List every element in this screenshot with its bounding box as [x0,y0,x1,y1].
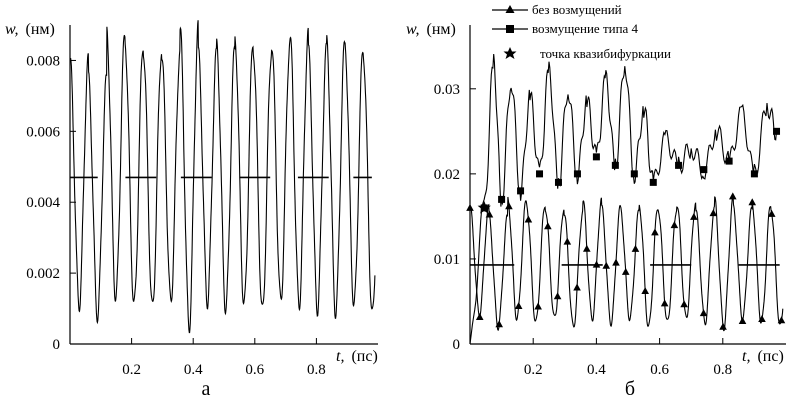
chart-b-quasi-bifurcation-star [477,200,491,214]
chart-b-triangle-marker [475,312,484,320]
chart-b-square-marker [725,157,733,165]
chart-b-square-marker [498,195,506,203]
chart-b-triangle-marker [758,315,766,323]
chart-b-triangle-marker [602,261,611,269]
chart-b-triangle-marker [777,316,786,324]
chart-b-triangle-marker [641,287,649,295]
chart-b-triangle-marker [582,244,591,252]
legend-label-1: без возмущений [532,2,622,17]
chart-b-triangle-marker [709,209,718,217]
chart-a-ylabel-unit: (нм) [25,21,54,38]
chart-b-x-tick-label: 0.4 [587,362,606,378]
chart-b-triangle-marker [573,283,581,291]
chart-b-triangle-marker [563,237,572,245]
chart-b-y-tick-label: 0.01 [434,252,460,268]
chart-a-y-tick-label: 0.004 [26,195,60,211]
chart-a-ylabel-var: w, [5,21,18,38]
chart-b-square-marker [649,178,657,186]
chart-b-triangle-marker [621,267,630,275]
chart-b-triangle-marker [651,228,659,236]
chart-a-x-tick-label: 0.2 [122,362,141,378]
chart-b-square-marker [536,170,544,178]
chart-b-xlabel-var: t, [742,348,750,365]
chart-b-triangle-marker [767,209,776,217]
chart-b-y-tick-label: 0.03 [434,82,460,98]
chart-b-square-marker [675,161,683,169]
chart-a: 0 0.002 0.004 0.006 0.008 0.2 0.4 0.6 0.8 w, (н… [5,20,378,400]
chart-b-x-tick-label: 0.2 [524,362,543,378]
chart-b-triangle-marker [719,322,727,330]
chart-a-xlabel: t, (пс) [336,348,378,365]
chart-a-x-tick-label: 0.8 [307,362,326,378]
chart-b-y-tick-label: 0.02 [434,167,460,183]
chart-b-triangle-marker [524,215,533,223]
chart-b-triangle-marker [660,299,669,307]
chart-b-square-marker [611,161,619,169]
chart-b-triangle-marker [534,302,542,310]
chart-b-triangle-marker [728,192,737,200]
chart-a-series-line [69,20,376,334]
chart-b-triangle-marker [612,258,620,266]
chart-b-triangle-marker [544,222,552,230]
chart-b: 0 0.01 0.02 0.03 0.2 0.4 0.6 0.8 w, (нм) t, (п… [406,2,786,400]
chart-b-x-tick-label: 0.8 [713,362,732,378]
chart-a-x-tick-label: 0.4 [184,362,203,378]
chart-a-y-tick-label: 0.002 [26,266,60,282]
chart-b-square-marker [554,178,562,186]
chart-b-ylabel-unit: (нм) [426,21,455,38]
legend-label-2: возмущение типа 4 [532,21,639,36]
legend-square-marker [506,25,514,33]
chart-b-y-tick-label: 0 [453,337,461,353]
chart-a-xlabel-unit: (пс) [351,348,377,365]
chart-b-x-tick-label: 0.6 [650,362,669,378]
chart-b-triangle-marker [514,301,523,309]
chart-b-panel-label: б [625,378,635,400]
chart-b-square-marker [630,170,638,178]
chart-b-ylabel-var: w, [406,21,419,38]
chart-a-ylabel: w, (нм) [5,21,55,38]
chart-b-triangle-marker [495,320,503,328]
chart-a-y-tick-label: 0.006 [26,124,60,140]
chart-b-square-marker [750,170,758,178]
chart-b-square-marker [573,170,581,178]
chart-b-triangle-marker [699,309,708,317]
chart-b-triangle-marker [466,203,474,211]
chart-b-triangle-marker [748,198,757,206]
chart-b-triangle-marker [680,300,688,308]
chart-a-x-tick-label: 0.6 [245,362,264,378]
chart-b-triangle-marker [670,221,679,229]
legend-star-marker [503,47,517,59]
chart-b-triangle-marker [505,202,513,210]
chart-a-xlabel-var: t, [336,348,344,365]
chart-b-triangle-marker [631,244,640,252]
chart-b-xlabel-unit: (пс) [757,348,783,365]
chart-a-panel-label: а [202,378,211,400]
chart-b-square-marker [700,166,708,174]
chart-b-triangle-marker [485,210,494,218]
chart-b-series-unperturbed-line [469,195,784,332]
legend-triangle-marker [505,5,515,13]
chart-b-square-marker [592,153,600,161]
chart-b-triangle-marker [553,292,562,300]
chart-a-y-tick-label: 0 [53,337,61,353]
chart-b-triangle-marker [738,317,747,325]
chart-b-ylabel: w, (нм) [406,21,456,38]
chart-b-xlabel: t, (пс) [742,348,784,365]
legend-label-3: точка квазибифуркации [540,46,671,61]
chart-b-square-marker [517,187,525,195]
chart-a-y-tick-label: 0.008 [26,53,60,69]
chart-b-triangle-marker [690,212,698,220]
chart-b-square-marker [773,127,781,135]
chart-b-legend: без возмущений возмущение типа 4 точка к… [492,2,671,61]
